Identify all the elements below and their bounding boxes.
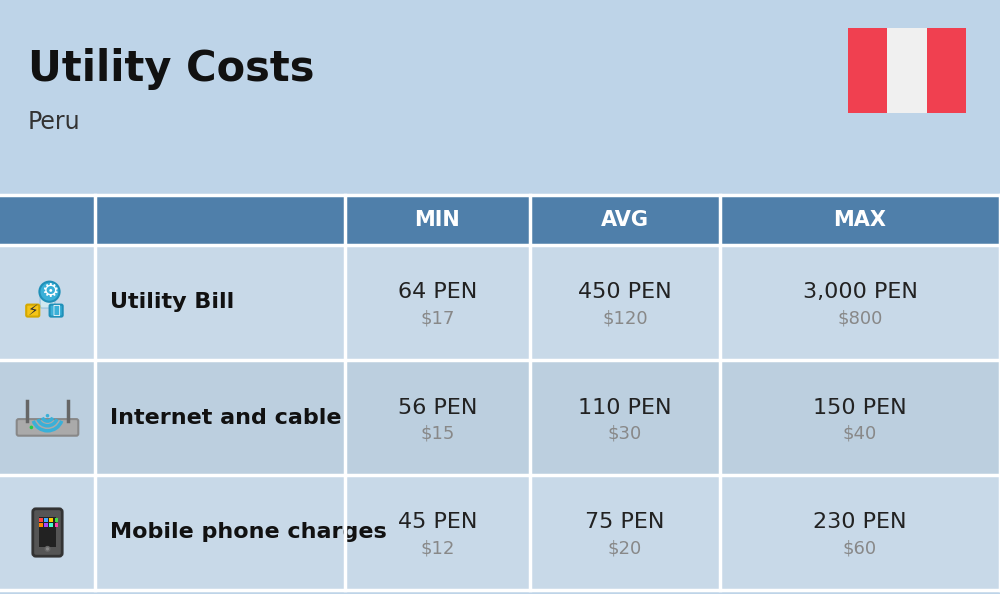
Bar (848, 28, 887, 113)
Text: 450 PEN: 450 PEN (578, 283, 672, 302)
Bar (0, 475, 1000, 590)
Bar (49, 519, 53, 522)
Text: ⚙: ⚙ (41, 282, 58, 301)
Text: 45 PEN: 45 PEN (398, 513, 477, 532)
Text: ⚡: ⚡ (27, 303, 38, 318)
Text: $17: $17 (420, 309, 455, 327)
Bar (0, 195, 1000, 245)
FancyBboxPatch shape (50, 305, 63, 317)
Bar (927, 28, 966, 113)
Text: Peru: Peru (28, 110, 81, 134)
FancyBboxPatch shape (33, 509, 62, 556)
Text: $15: $15 (420, 425, 455, 443)
Text: 75 PEN: 75 PEN (585, 513, 665, 532)
Text: $40: $40 (843, 425, 877, 443)
Circle shape (46, 414, 49, 418)
Bar (55, 519, 58, 522)
Bar (0, 245, 1000, 360)
Text: $60: $60 (843, 539, 877, 558)
Bar (39, 523, 43, 527)
Text: Internet and cable: Internet and cable (110, 407, 342, 428)
Text: MIN: MIN (415, 210, 460, 230)
Text: $20: $20 (608, 539, 642, 558)
Text: 🚿: 🚿 (52, 304, 60, 317)
Circle shape (45, 546, 50, 551)
Circle shape (30, 425, 33, 429)
Bar (0, 360, 1000, 475)
Text: MAX: MAX (834, 210, 887, 230)
Text: $120: $120 (602, 309, 648, 327)
Text: 110 PEN: 110 PEN (578, 397, 672, 418)
Text: 230 PEN: 230 PEN (813, 513, 907, 532)
Bar (44, 519, 48, 522)
Bar (55, 523, 58, 527)
FancyBboxPatch shape (26, 305, 39, 317)
FancyBboxPatch shape (40, 295, 55, 308)
Text: 150 PEN: 150 PEN (813, 397, 907, 418)
Text: 64 PEN: 64 PEN (398, 283, 477, 302)
Text: $12: $12 (420, 539, 455, 558)
Text: Utility Costs: Utility Costs (28, 48, 314, 90)
Text: $800: $800 (837, 309, 883, 327)
Circle shape (39, 282, 60, 302)
Text: 3,000 PEN: 3,000 PEN (803, 283, 917, 302)
FancyBboxPatch shape (17, 419, 78, 436)
Text: AVG: AVG (601, 210, 649, 230)
Bar (39, 517, 56, 547)
Bar (39, 519, 43, 522)
Text: $30: $30 (608, 425, 642, 443)
Bar (44, 523, 48, 527)
Bar (49, 523, 53, 527)
Text: Utility Bill: Utility Bill (110, 292, 234, 312)
Bar (887, 28, 927, 113)
Text: 56 PEN: 56 PEN (398, 397, 477, 418)
Text: Mobile phone charges: Mobile phone charges (110, 523, 387, 542)
